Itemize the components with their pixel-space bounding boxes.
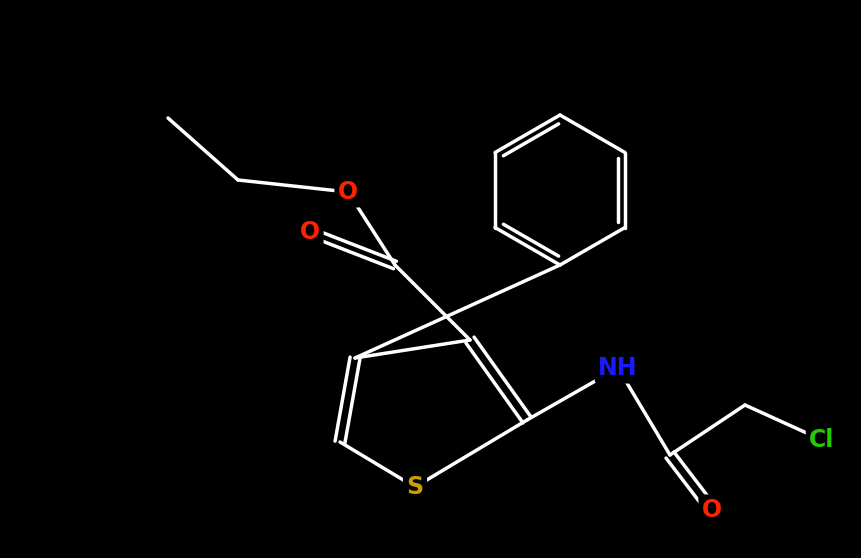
- Text: O: O: [338, 180, 358, 204]
- Text: O: O: [702, 498, 722, 522]
- Text: S: S: [406, 475, 424, 499]
- Text: NH: NH: [598, 356, 638, 380]
- Text: Cl: Cl: [809, 428, 834, 452]
- Text: O: O: [300, 220, 320, 244]
